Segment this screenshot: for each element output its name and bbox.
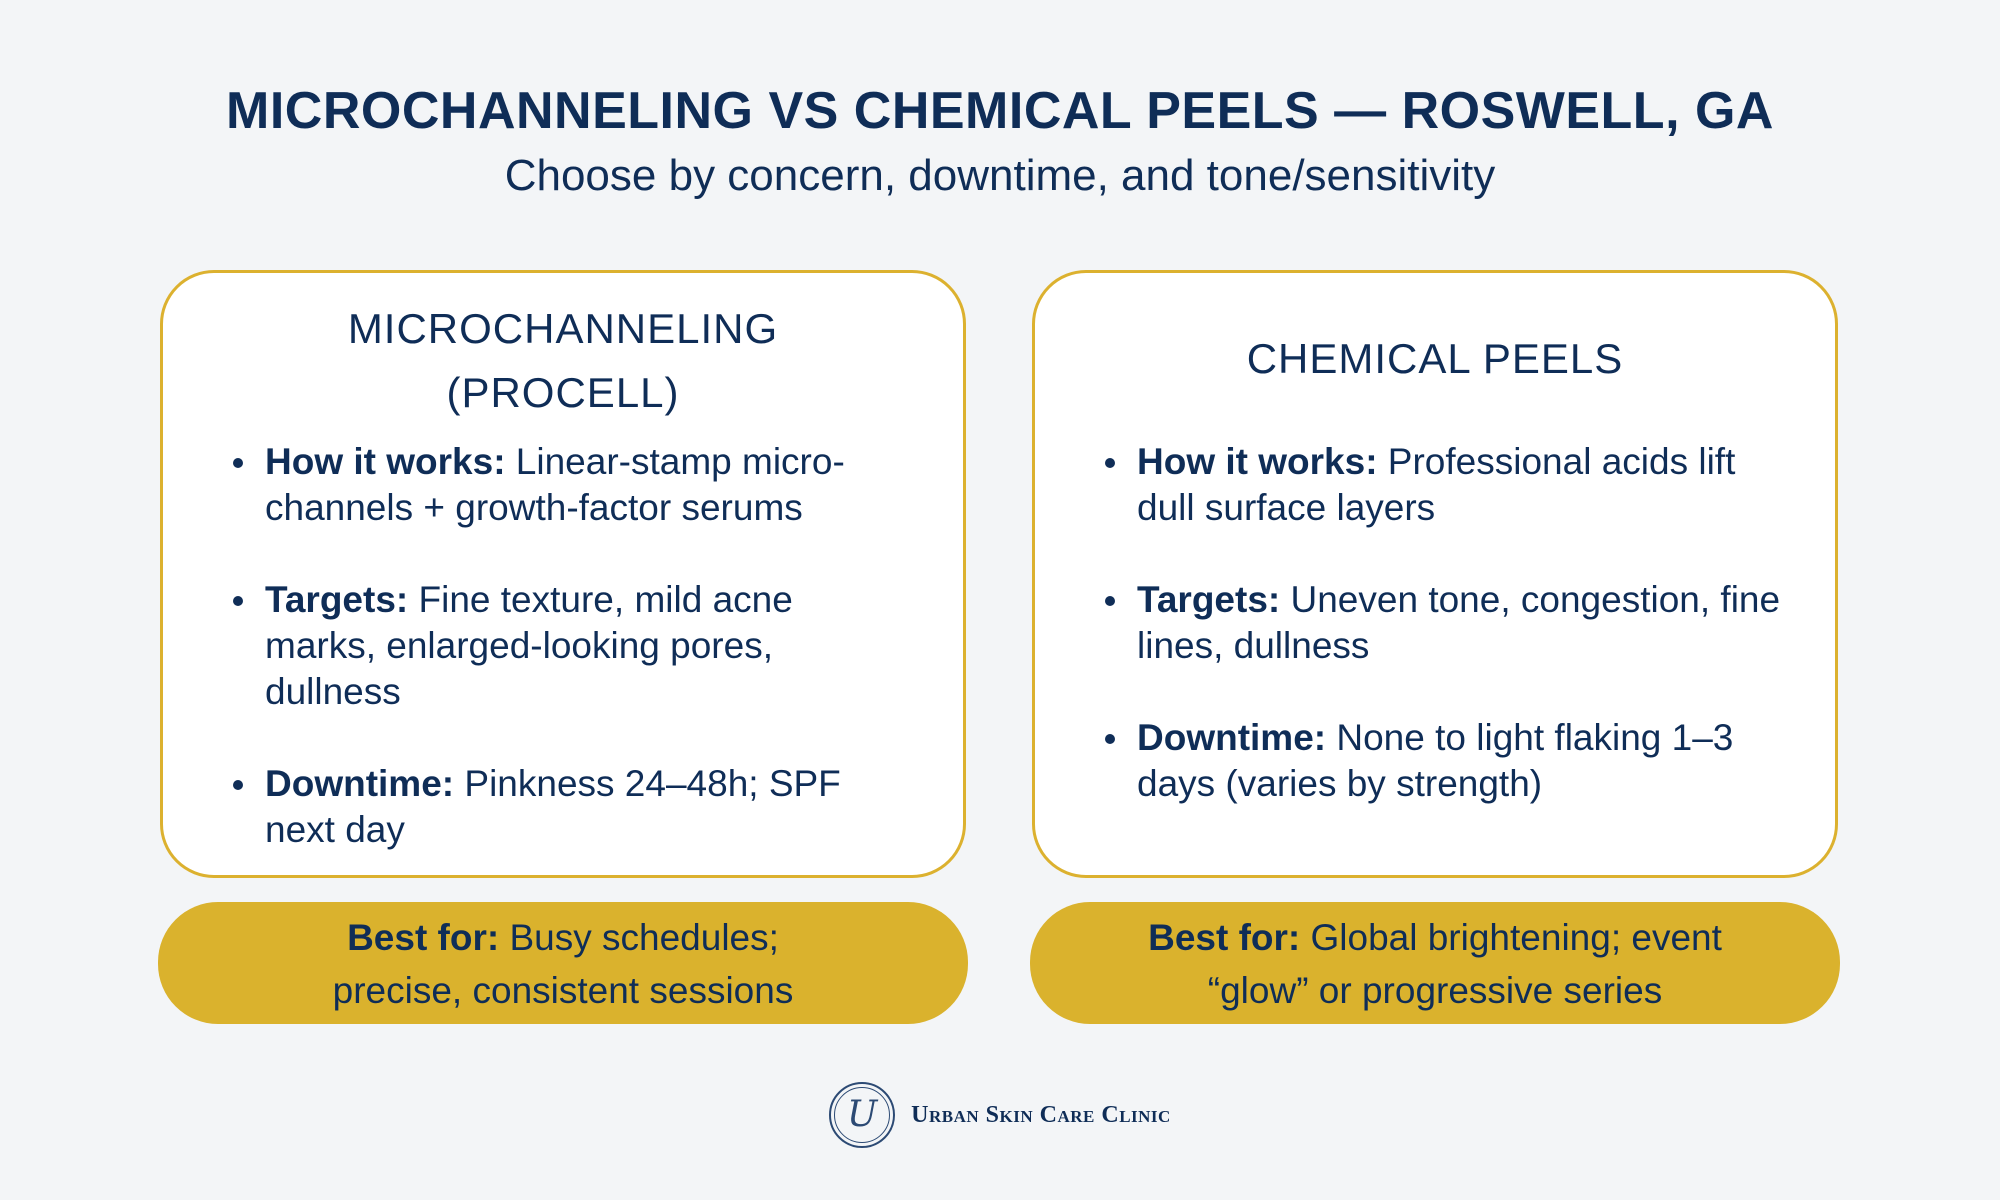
bullet-dot-icon xyxy=(1105,734,1115,744)
best-for-line: Best for: Busy schedules; xyxy=(158,911,968,964)
bullet-text: None to light flaking 1–3 days (varies b… xyxy=(1137,717,1734,804)
clinic-logo-icon: U xyxy=(829,1082,896,1148)
best-for-microchanneling: Best for: Busy schedules; precise, consi… xyxy=(158,902,968,1024)
bullet-text: Fine texture, mild acne marks, enlarged-… xyxy=(265,579,793,712)
bullet-label: Targets: xyxy=(265,579,409,620)
bullet-label: How it works: xyxy=(1137,441,1378,482)
bullet-dot-icon xyxy=(1105,596,1115,606)
bullet-dot-icon xyxy=(233,780,243,790)
bullet-text: Linear-stamp micro-channels + growth-fac… xyxy=(265,441,845,528)
bullet-text: Professional acids lift dull surface lay… xyxy=(1137,441,1736,528)
bullet-text: Pinkness 24–48h; SPF next day xyxy=(265,763,841,850)
logo-letter: U xyxy=(847,1094,878,1135)
bullet-list: How it works: Professional acids lift du… xyxy=(1105,439,1785,853)
bullet-label: How it works: xyxy=(265,441,506,482)
bullet-label: Downtime: xyxy=(265,763,455,804)
bullet-dot-icon xyxy=(1105,458,1115,468)
best-for-text: Global brightening; event xyxy=(1300,917,1722,958)
card-title-line: MICROCHANNELING xyxy=(347,305,779,352)
bullet-dot-icon xyxy=(233,596,243,606)
page-title: MICROCHANNELING VS CHEMICAL PEELS — ROSW… xyxy=(226,82,1774,140)
bullet-label: Targets: xyxy=(1137,579,1281,620)
bullet-downtime: Downtime: Pinkness 24–48h; SPF next day xyxy=(233,761,913,853)
bullet-targets: Targets: Fine texture, mild acne marks, … xyxy=(233,577,913,715)
card-title-microchanneling: MICROCHANNELING (PROCELL) xyxy=(203,297,923,425)
bullet-list: How it works: Linear-stamp micro-channel… xyxy=(233,439,913,899)
footer: U Urban Skin Care Clinic xyxy=(0,1082,2000,1148)
best-for-line: “glow” or progressive series xyxy=(1207,970,1663,1011)
microchanneling-card: MICROCHANNELING (PROCELL) How it works: … xyxy=(160,270,966,878)
bullet-downtime: Downtime: None to light flaking 1–3 days… xyxy=(1105,715,1785,807)
page-subtitle: Choose by concern, downtime, and tone/se… xyxy=(504,151,1496,200)
bullet-label: Downtime: xyxy=(1137,717,1327,758)
best-for-line: Best for: Global brightening; event xyxy=(1030,911,1840,964)
card-title-line: (PROCELL) xyxy=(446,369,680,416)
bullet-how-it-works: How it works: Professional acids lift du… xyxy=(1105,439,1785,531)
best-for-label: Best for: xyxy=(347,917,500,958)
card-title-chemical-peels: CHEMICAL PEELS xyxy=(1075,327,1795,391)
best-for-label: Best for: xyxy=(1148,917,1301,958)
bullet-dot-icon xyxy=(233,458,243,468)
bullet-targets: Targets: Uneven tone, congestion, fine l… xyxy=(1105,577,1785,669)
best-for-chemical-peels: Best for: Global brightening; event “glo… xyxy=(1030,902,1840,1024)
bullet-how-it-works: How it works: Linear-stamp micro-channel… xyxy=(233,439,913,531)
card-title-line: CHEMICAL PEELS xyxy=(1246,335,1624,382)
header: MICROCHANNELING VS CHEMICAL PEELS — ROSW… xyxy=(0,76,2000,206)
chemical-peels-card: CHEMICAL PEELS How it works: Professiona… xyxy=(1032,270,1838,878)
bullet-text: Uneven tone, congestion, fine lines, dul… xyxy=(1137,579,1781,666)
best-for-text: Busy schedules; xyxy=(499,917,779,958)
clinic-name: Urban Skin Care Clinic xyxy=(911,1101,1171,1128)
best-for-line: precise, consistent sessions xyxy=(332,970,794,1011)
